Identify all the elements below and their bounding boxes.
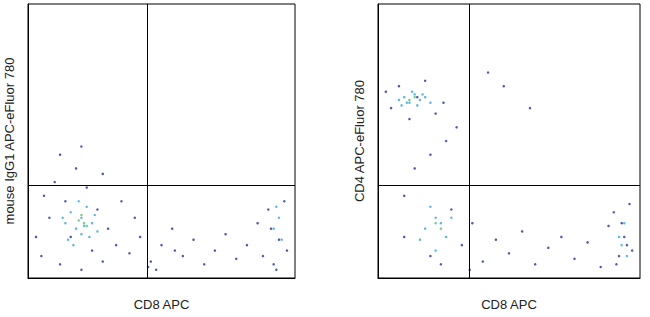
svg-text:CD8 APC: CD8 APC xyxy=(481,297,537,312)
svg-text:CD4 APC-eFluor 780: CD4 APC-eFluor 780 xyxy=(352,80,367,202)
svg-text:CD8 APC: CD8 APC xyxy=(134,297,190,312)
svg-text:mouse IgG1 APC-eFluor 780: mouse IgG1 APC-eFluor 780 xyxy=(2,58,17,225)
